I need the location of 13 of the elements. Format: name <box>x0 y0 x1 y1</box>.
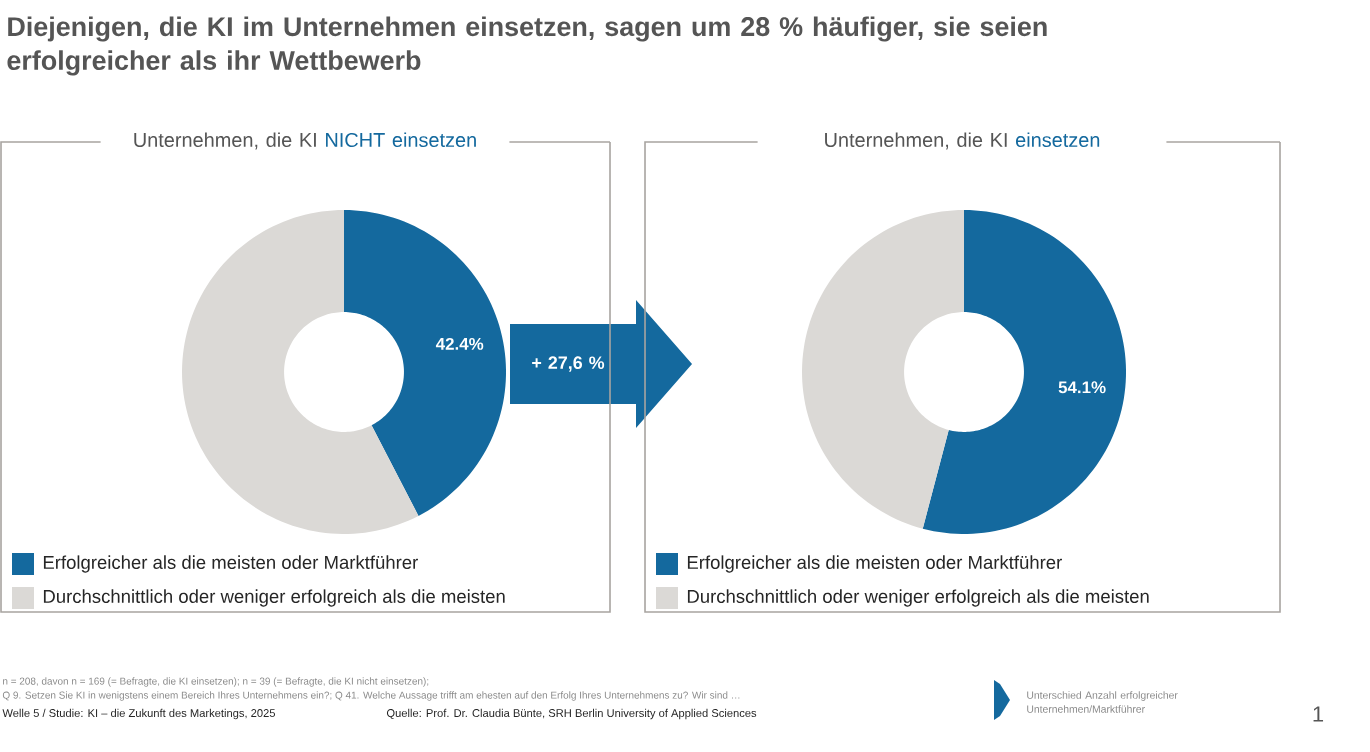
text: 1 <box>1313 706 1324 722</box>
chart-subtitle: einsetzen <box>1016 132 1100 148</box>
chart-title: Unternehmen, die KI <box>825 132 1007 150</box>
data-label: 42.4% <box>435 337 484 350</box>
chart-title: Unternehmen, die KI <box>134 132 316 150</box>
legend-label: Durchschnittlich oder weniger erfolgreich als die meisten <box>43 589 505 607</box>
legend-label: Durchschnittlich oder weniger erfolgreich als die meisten <box>687 589 1149 607</box>
chart-subtitle: NICHT einsetzen <box>326 132 476 148</box>
data-label: 54.1% <box>1058 381 1106 394</box>
legend-label: Erfolgreicher als die meisten oder Marktführer <box>687 555 1062 573</box>
text: Diejenigen, die KI im Unternehmen einsetzen, sagen um 28 % häufiger, sie seien erfolgreicher als ihr Wettbewerb <box>7 16 1047 76</box>
text: + 27,6 % <box>532 356 605 372</box>
legend-label: Erfolgreicher als die meisten oder Marktführer <box>43 555 418 573</box>
